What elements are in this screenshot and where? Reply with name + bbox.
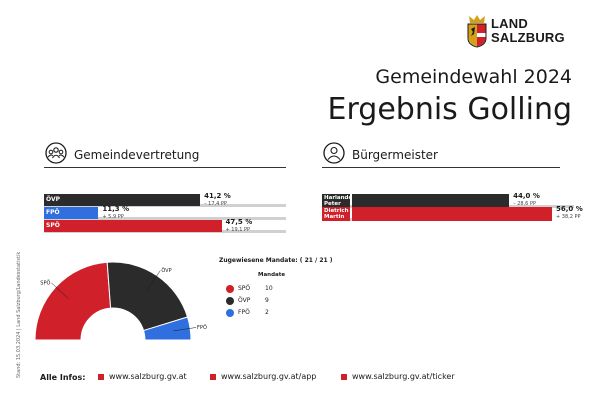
data-status-note: Stand: 15.03.2024 | Land Salzburg/Landes…: [16, 251, 22, 378]
vote-share-label: 44,0 %: [513, 192, 540, 200]
salzburg-crest-icon: [467, 15, 487, 48]
mandate-seats: 9: [265, 297, 269, 304]
seat-slice-spö: [34, 261, 112, 341]
mandate-party: FPÖ: [238, 309, 250, 316]
vote-share-label: 56,0 %: [556, 205, 583, 213]
candidate-bar-row: Dietrich Martin 56,0 % + 38,2 PP: [322, 205, 583, 221]
candidate-label: Dietrich Martin: [322, 207, 350, 221]
change-label: + 38,2 PP: [556, 214, 581, 220]
result-bar: [352, 194, 510, 208]
slice-label: SPÖ: [40, 279, 50, 286]
land-salzburg-logo[interactable]: LAND SALZBURG: [466, 14, 576, 50]
party-color-dot: [226, 297, 234, 305]
red-square-icon: [98, 374, 104, 380]
candidate-bar-row: HarlanderPeter 44,0 %– 28,6 PP: [322, 192, 574, 208]
candidate-name-line: Harlander: [324, 194, 350, 201]
change-label: + 19,1 PP: [225, 227, 251, 233]
party-label: FPÖ: [44, 207, 60, 219]
party-color-dot: [226, 285, 234, 293]
seat-slice-övp: [106, 261, 189, 332]
mandates-column-header: Mandate: [258, 272, 286, 278]
seat-slice-fpö: [142, 316, 192, 341]
red-square-icon: [341, 374, 347, 380]
change-label: + 5,9 PP: [102, 214, 124, 220]
person-icon: [323, 142, 345, 164]
candidate-label: HarlanderPeter: [322, 194, 350, 208]
party-color-dot: [226, 309, 234, 317]
logo-text-line1: LAND: [491, 16, 528, 31]
slice-label-leader: [147, 270, 161, 290]
result-bar: [60, 207, 99, 219]
candidate-name-line: Peter: [324, 201, 341, 207]
mandate-seats: 2: [265, 309, 269, 316]
party-label: SPÖ: [44, 220, 60, 232]
footer-link-text: www.salzburg.gv.at/app: [221, 372, 317, 381]
section-title-council: Gemeindevertretung: [74, 148, 200, 162]
result-bar: [60, 194, 201, 206]
result-bar: [60, 220, 222, 232]
result-bar: [352, 207, 552, 221]
slice-label-leader: [51, 282, 69, 299]
vote-share-label: 41,2 %: [204, 192, 231, 200]
logo-text-line2: SALZBURG: [491, 30, 565, 45]
bar-row-fpö: FPÖ 11,3 % + 5,9 PP: [44, 205, 286, 220]
vote-share-label: 11,3 %: [102, 205, 130, 213]
red-square-icon: [210, 374, 216, 380]
page-title: Ergebnis Golling: [327, 92, 572, 127]
group-people-icon: [45, 142, 67, 164]
bar-row-övp: ÖVP 41,2 % – 17,4 PP: [44, 192, 286, 207]
seat-distribution-chart: SPÖ ÖVP FPÖ: [34, 261, 207, 341]
slice-label: ÖVP: [161, 267, 171, 274]
bar-row-spö: SPÖ 47,5 % + 19,1 PP: [44, 218, 286, 233]
candidate-name-line: Dietrich: [324, 207, 349, 214]
footer-link-text: www.salzburg.gv.at/ticker: [352, 372, 455, 381]
footer-link-text: www.salzburg.gv.at: [109, 372, 187, 381]
mandate-seats: 10: [265, 285, 273, 292]
section-title-mayor: Bürgermeister: [352, 148, 438, 162]
comparison-bar: [44, 217, 286, 220]
slice-label: FPÖ: [197, 324, 207, 331]
section-header-council: Gemeindevertretung: [44, 142, 286, 168]
party-label: ÖVP: [44, 194, 60, 206]
mandate-party: SPÖ: [238, 285, 251, 292]
candidate-name-line: Martin: [324, 214, 345, 220]
mandates-title: Zugewiesene Mandate: ( 21 / 21 ): [219, 257, 333, 264]
footer-label: Alle Infos:: [40, 373, 86, 382]
change-label: – 17,4 PP: [204, 201, 227, 207]
section-header-mayor: Bürgermeister: [322, 142, 560, 168]
slice-label-leader: [173, 327, 197, 332]
mandate-party: ÖVP: [238, 297, 251, 304]
page-subtitle: Gemeindewahl 2024: [375, 66, 572, 88]
change-label: – 28,6 PP: [513, 201, 536, 207]
vote-share-label: 47,5 %: [225, 218, 253, 226]
